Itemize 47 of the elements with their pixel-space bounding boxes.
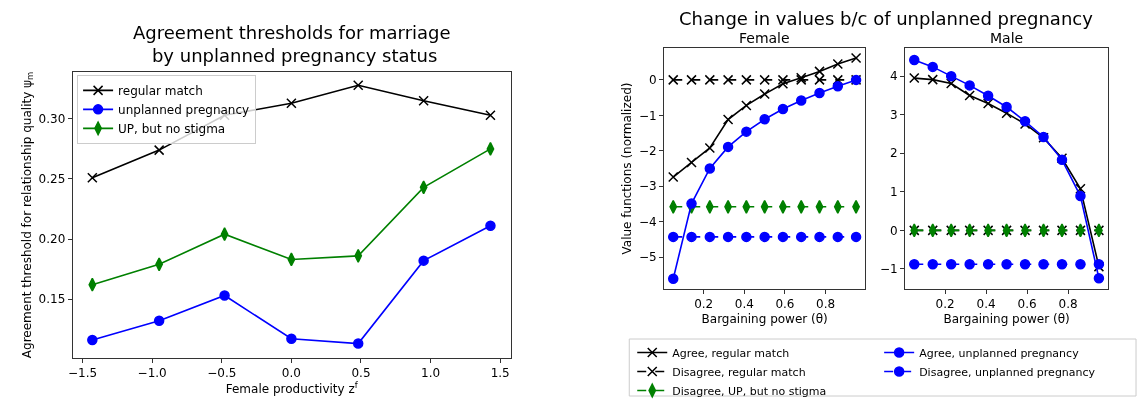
x-axis-title: Female productivity z$^{f}$ [225,380,359,397]
legend-label: Disagree, regular match [672,365,806,379]
x-tick-label: 0.2 [935,297,955,312]
y-tick-label: −5 [639,250,657,265]
y-tick-label: −4 [639,214,657,229]
x-tick-label: 0.4 [734,297,754,312]
y-tick-label: 0 [890,223,898,238]
x-tick-label: −0.5 [207,366,237,381]
legend-label: UP, but no stigma [118,122,226,137]
y-tick-label: −1 [639,108,657,123]
y-tick-label: −2 [639,143,657,158]
y-tick-label: 0 [649,73,657,88]
x-tick-label: 0.6 [1017,297,1037,312]
x-tick-label: 0.8 [1058,297,1078,312]
y-axis-title: Value functions (normalized) [620,82,635,255]
chart-title: Agreement thresholds for marriage by unplanned pregnancy status [133,22,451,67]
y-tick-label: 0.25 [38,172,66,187]
x-tick-label: 0.5 [351,366,371,381]
y-tick-label: 0.30 [38,112,66,127]
y-tick-label: 0.20 [38,232,66,247]
legend-label: Agree, regular match [672,346,790,360]
x-tick-label: −1.5 [68,366,98,381]
legend-label: regular match [118,84,203,99]
chart-subtitle: Female [739,30,790,46]
legend-label: Disagree, unplanned pregnancy [919,365,1096,379]
x-tick-label: 0.2 [694,297,714,312]
x-tick-label: 1.0 [421,366,441,381]
chart-subtitle: Male [990,30,1024,46]
y-tick-label: 2 [890,146,898,161]
legend-label: Agree, unplanned pregnancy [919,346,1080,360]
chart-title: Change in values b/c of unplanned pregnancy [679,8,1094,29]
legend-label: Disagree, UP, but no stigma [672,384,827,398]
x-tick-label: 0.8 [816,297,836,312]
y-tick-label: −3 [639,179,657,194]
x-tick-label: −1.0 [137,366,167,381]
y-tick-label: 4 [890,69,898,84]
x-tick-label: 0.6 [775,297,795,312]
x-axis-title: Bargaining power (θ) [701,312,828,327]
y-tick-label: −1 [879,262,898,277]
x-tick-label: 0.4 [976,297,996,312]
x-tick-label: 0.0 [281,366,301,381]
y-tick-label: 0.15 [38,292,66,307]
y-tick-label: 3 [890,107,898,122]
legend-label: unplanned pregnancy [118,103,250,118]
x-axis-title: Bargaining power (θ) [943,312,1070,327]
y-tick-label: 1 [890,185,898,200]
x-tick-label: 1.5 [490,366,510,381]
